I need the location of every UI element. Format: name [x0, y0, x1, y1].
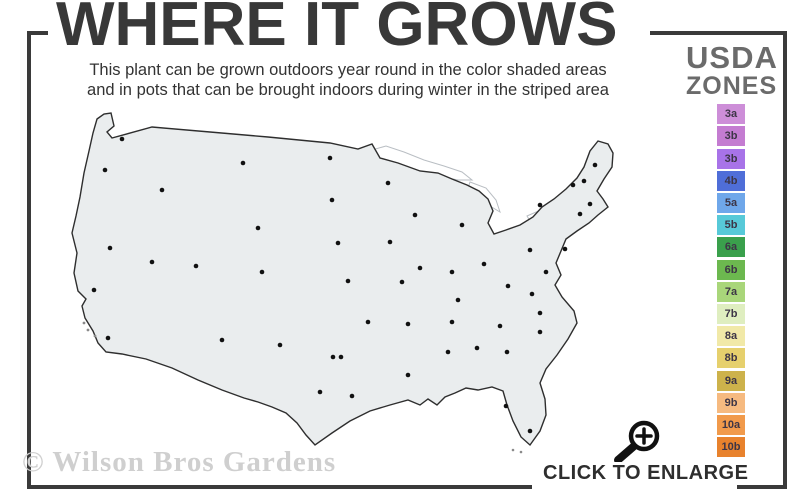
zone-chip-6a: 6a: [717, 237, 745, 258]
legend-title-zones: ZONES: [686, 72, 778, 100]
zone-chip-9b: 9b: [717, 392, 745, 413]
zone-chip-10a: 10a: [717, 414, 745, 435]
zone-chip-3b: 3b: [717, 148, 745, 169]
us-coastline: [71, 112, 614, 446]
frame-border-right: [783, 31, 787, 489]
magnifier-plus-icon[interactable]: [604, 406, 664, 466]
watermark: © Wilson Bros Gardens: [22, 446, 337, 478]
zone-chip-8b: 8b: [717, 348, 745, 369]
usda-zones-legend: USDA ZONES 3a 3b 3b 4b 5a 5b 6a 6b 7a 7b 8a 8b 9a 9b 1…: [686, 40, 778, 458]
page-title: WHERE IT GROWS: [48, 0, 626, 56]
zone-chip-3b: 3b: [717, 126, 745, 147]
zone-chip-10b: 10b: [717, 437, 745, 458]
zone-chip-6b: 6b: [717, 259, 745, 280]
legend-title-usda: USDA: [686, 40, 778, 75]
zone-chip-4b: 4b: [717, 170, 745, 191]
click-to-enlarge-button[interactable]: CLICK TO ENLARGE: [543, 462, 749, 485]
zone-chip-8a: 8a: [717, 326, 745, 347]
subtitle: This plant can be grown outdoors year ro…: [58, 60, 638, 100]
zone-chip-list: 3a 3b 3b 4b 5a 5b 6a 6b 7a 7b 8a 8b 9a 9b 10a 10b: [686, 104, 776, 458]
frame-border-left: [27, 31, 31, 489]
zone-chip-9a: 9a: [717, 370, 745, 391]
frame-border-top-left-stub: [27, 31, 49, 35]
islands-and-keys-specks: [82, 321, 523, 454]
zone-chip-7a: 7a: [717, 281, 745, 302]
frame-border-bottom-right-stub: [737, 485, 787, 489]
zone-chip-5b: 5b: [717, 215, 745, 236]
subtitle-line-1: This plant can be grown outdoors year ro…: [89, 61, 607, 79]
frame-border-top-right: [650, 31, 787, 35]
zone-chip-3a: 3a: [717, 104, 745, 125]
city-dots: [91, 136, 598, 434]
zone-chip-5a: 5a: [717, 193, 745, 213]
zone-chip-7b: 7b: [717, 303, 745, 324]
subtitle-line-2: and in pots that can be brought indoors …: [87, 81, 609, 100]
frame-border-bottom-left: [27, 485, 532, 489]
